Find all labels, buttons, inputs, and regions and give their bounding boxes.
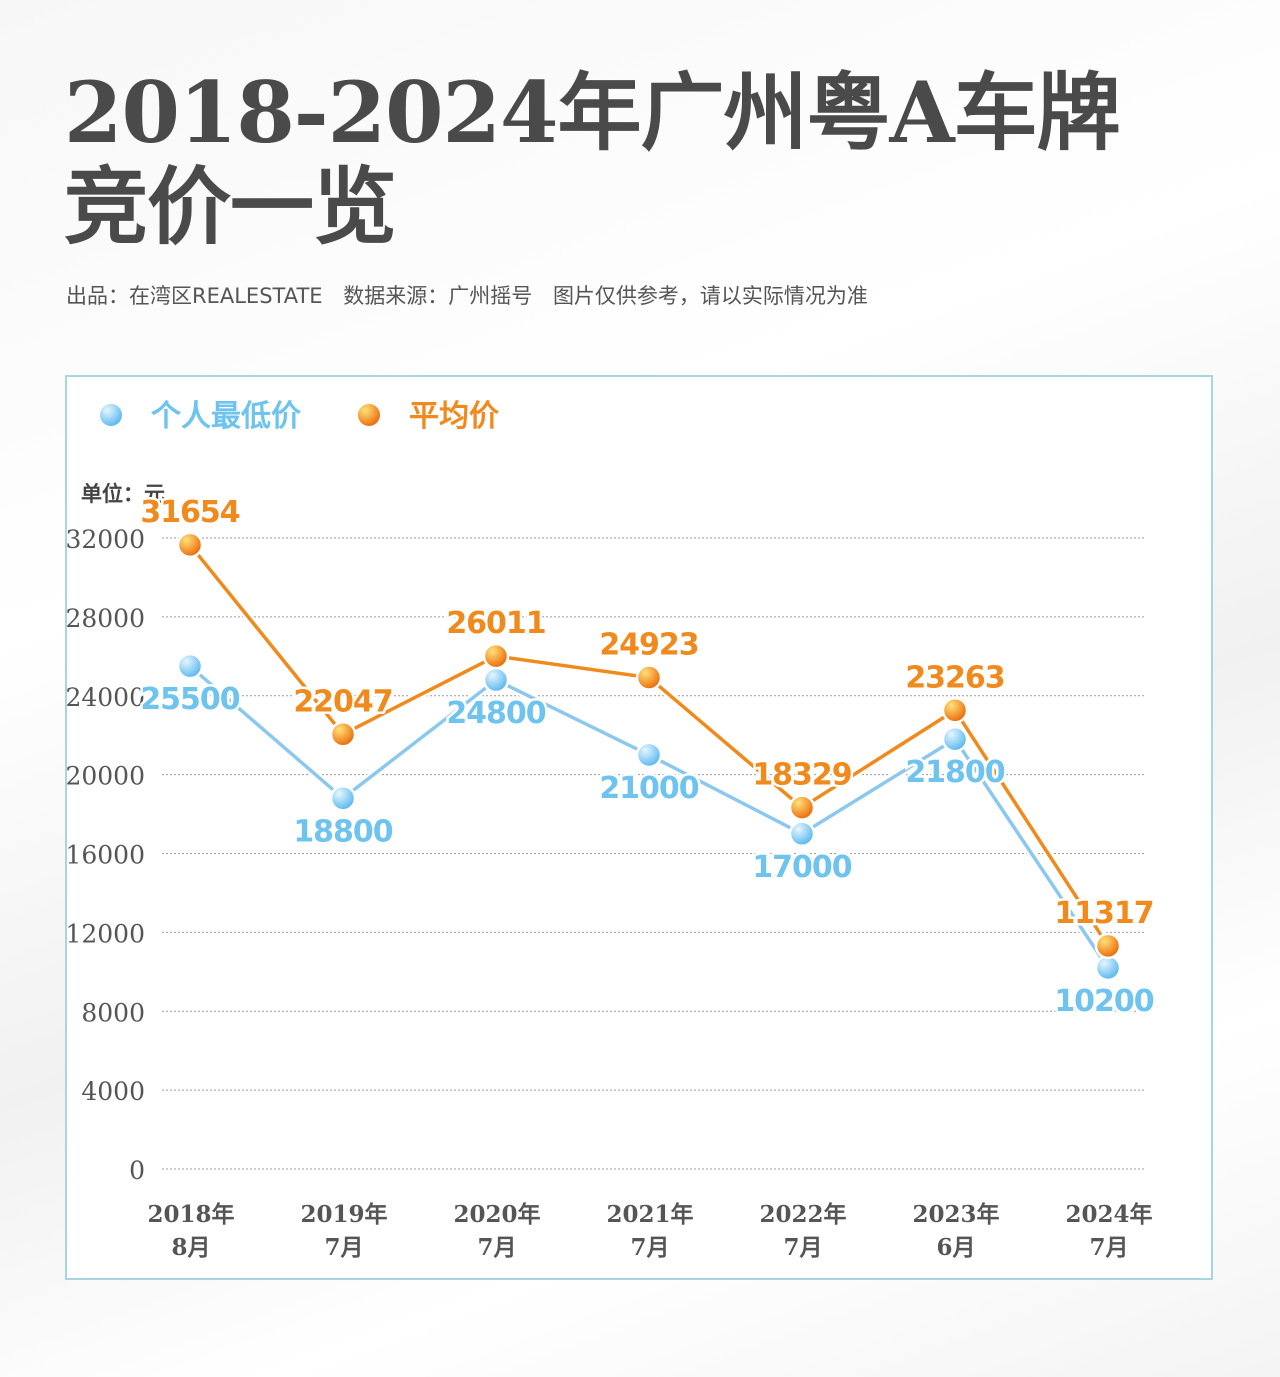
avg-price-data-label: 18329 <box>752 758 851 793</box>
min-price-point <box>176 652 204 680</box>
min-price-data-label: 18800 <box>293 814 392 849</box>
avg-price-point <box>788 794 816 821</box>
source-text: 数据来源：广州摇号 <box>343 284 533 308</box>
min-price-point <box>941 725 969 753</box>
chart-panel: 0 4000 8000 12000 16000 20000 24000 28000 32000 单… <box>65 375 1213 1280</box>
min-price-data-label: 24800 <box>446 696 545 731</box>
title-line-2: 竞价一览 <box>64 157 397 256</box>
disclaimer-text: 图片仅供参考，请以实际情况为准 <box>552 284 868 308</box>
avg-price-data-label: 11317 <box>1054 896 1153 931</box>
min-price-data-label: 10200 <box>1054 984 1153 1019</box>
line-chart: 0 4000 8000 12000 16000 20000 24000 28000 32000 单… <box>67 399 1157 1261</box>
y-tick-label: 0 <box>129 1156 145 1185</box>
y-tick-label: 8000 <box>81 998 145 1027</box>
min-price-point <box>788 820 816 848</box>
x-tick-label: 2020年 7月 <box>453 1201 540 1261</box>
min-price-point <box>635 741 663 769</box>
subtitle: 出品：在湾区REALESTATE 数据来源：广州摇号 图片仅供参考，请以实际情况… <box>66 280 1216 310</box>
y-tick-label: 28000 <box>67 604 145 633</box>
x-tick-label: 2024年 7月 <box>1065 1201 1152 1261</box>
avg-price-point <box>482 642 510 670</box>
avg-price-point <box>941 697 969 724</box>
y-tick-label: 12000 <box>67 919 145 948</box>
x-tick-label: 2023年 6月 <box>912 1201 999 1261</box>
y-tick-label: 32000 <box>67 525 145 554</box>
avg-price-point <box>1094 932 1122 960</box>
legend-label: 个人最低价 <box>151 399 301 434</box>
x-tick-label: 2022年 7月 <box>759 1201 846 1261</box>
title-line-1: 2018-2024年广州粤A车牌 <box>64 63 1121 162</box>
min-price-point <box>329 785 357 812</box>
y-tick-label: 16000 <box>67 841 145 870</box>
avg-price-data-label: 22047 <box>293 684 392 719</box>
min-price-data-label: 17000 <box>752 850 851 885</box>
x-tick-label: 2018年 8月 <box>147 1201 234 1261</box>
avg-price-point <box>176 531 204 559</box>
unit-label: 单位：元 <box>81 481 165 506</box>
page-title: 2018-2024年广州粤A车牌 竞价一览 <box>64 66 1214 254</box>
min-price-data-label: 25500 <box>140 682 239 717</box>
avg-price-point <box>329 721 357 748</box>
min-price-data-label: 21800 <box>905 755 1004 790</box>
avg-price-data-label: 31654 <box>140 495 239 530</box>
x-tick-label: 2021年 7月 <box>606 1201 693 1261</box>
y-tick-label: 4000 <box>81 1077 145 1106</box>
publisher-text: 出品：在湾区REALESTATE <box>66 284 323 308</box>
legend-label: 平均价 <box>409 399 499 434</box>
min-price-point <box>1094 954 1122 982</box>
legend-marker <box>356 402 382 428</box>
x-tick-label: 2019年 7月 <box>300 1201 387 1261</box>
avg-price-data-label: 26011 <box>446 606 545 641</box>
avg-price-data-label: 24923 <box>599 628 698 663</box>
avg-price-data-label: 23263 <box>905 660 1004 695</box>
legend-marker <box>98 402 124 428</box>
min-price-data-label: 21000 <box>599 771 698 806</box>
y-tick-label: 20000 <box>67 762 145 791</box>
min-price-point <box>482 666 510 694</box>
y-tick-label: 24000 <box>67 683 145 712</box>
avg-price-point <box>635 664 663 691</box>
